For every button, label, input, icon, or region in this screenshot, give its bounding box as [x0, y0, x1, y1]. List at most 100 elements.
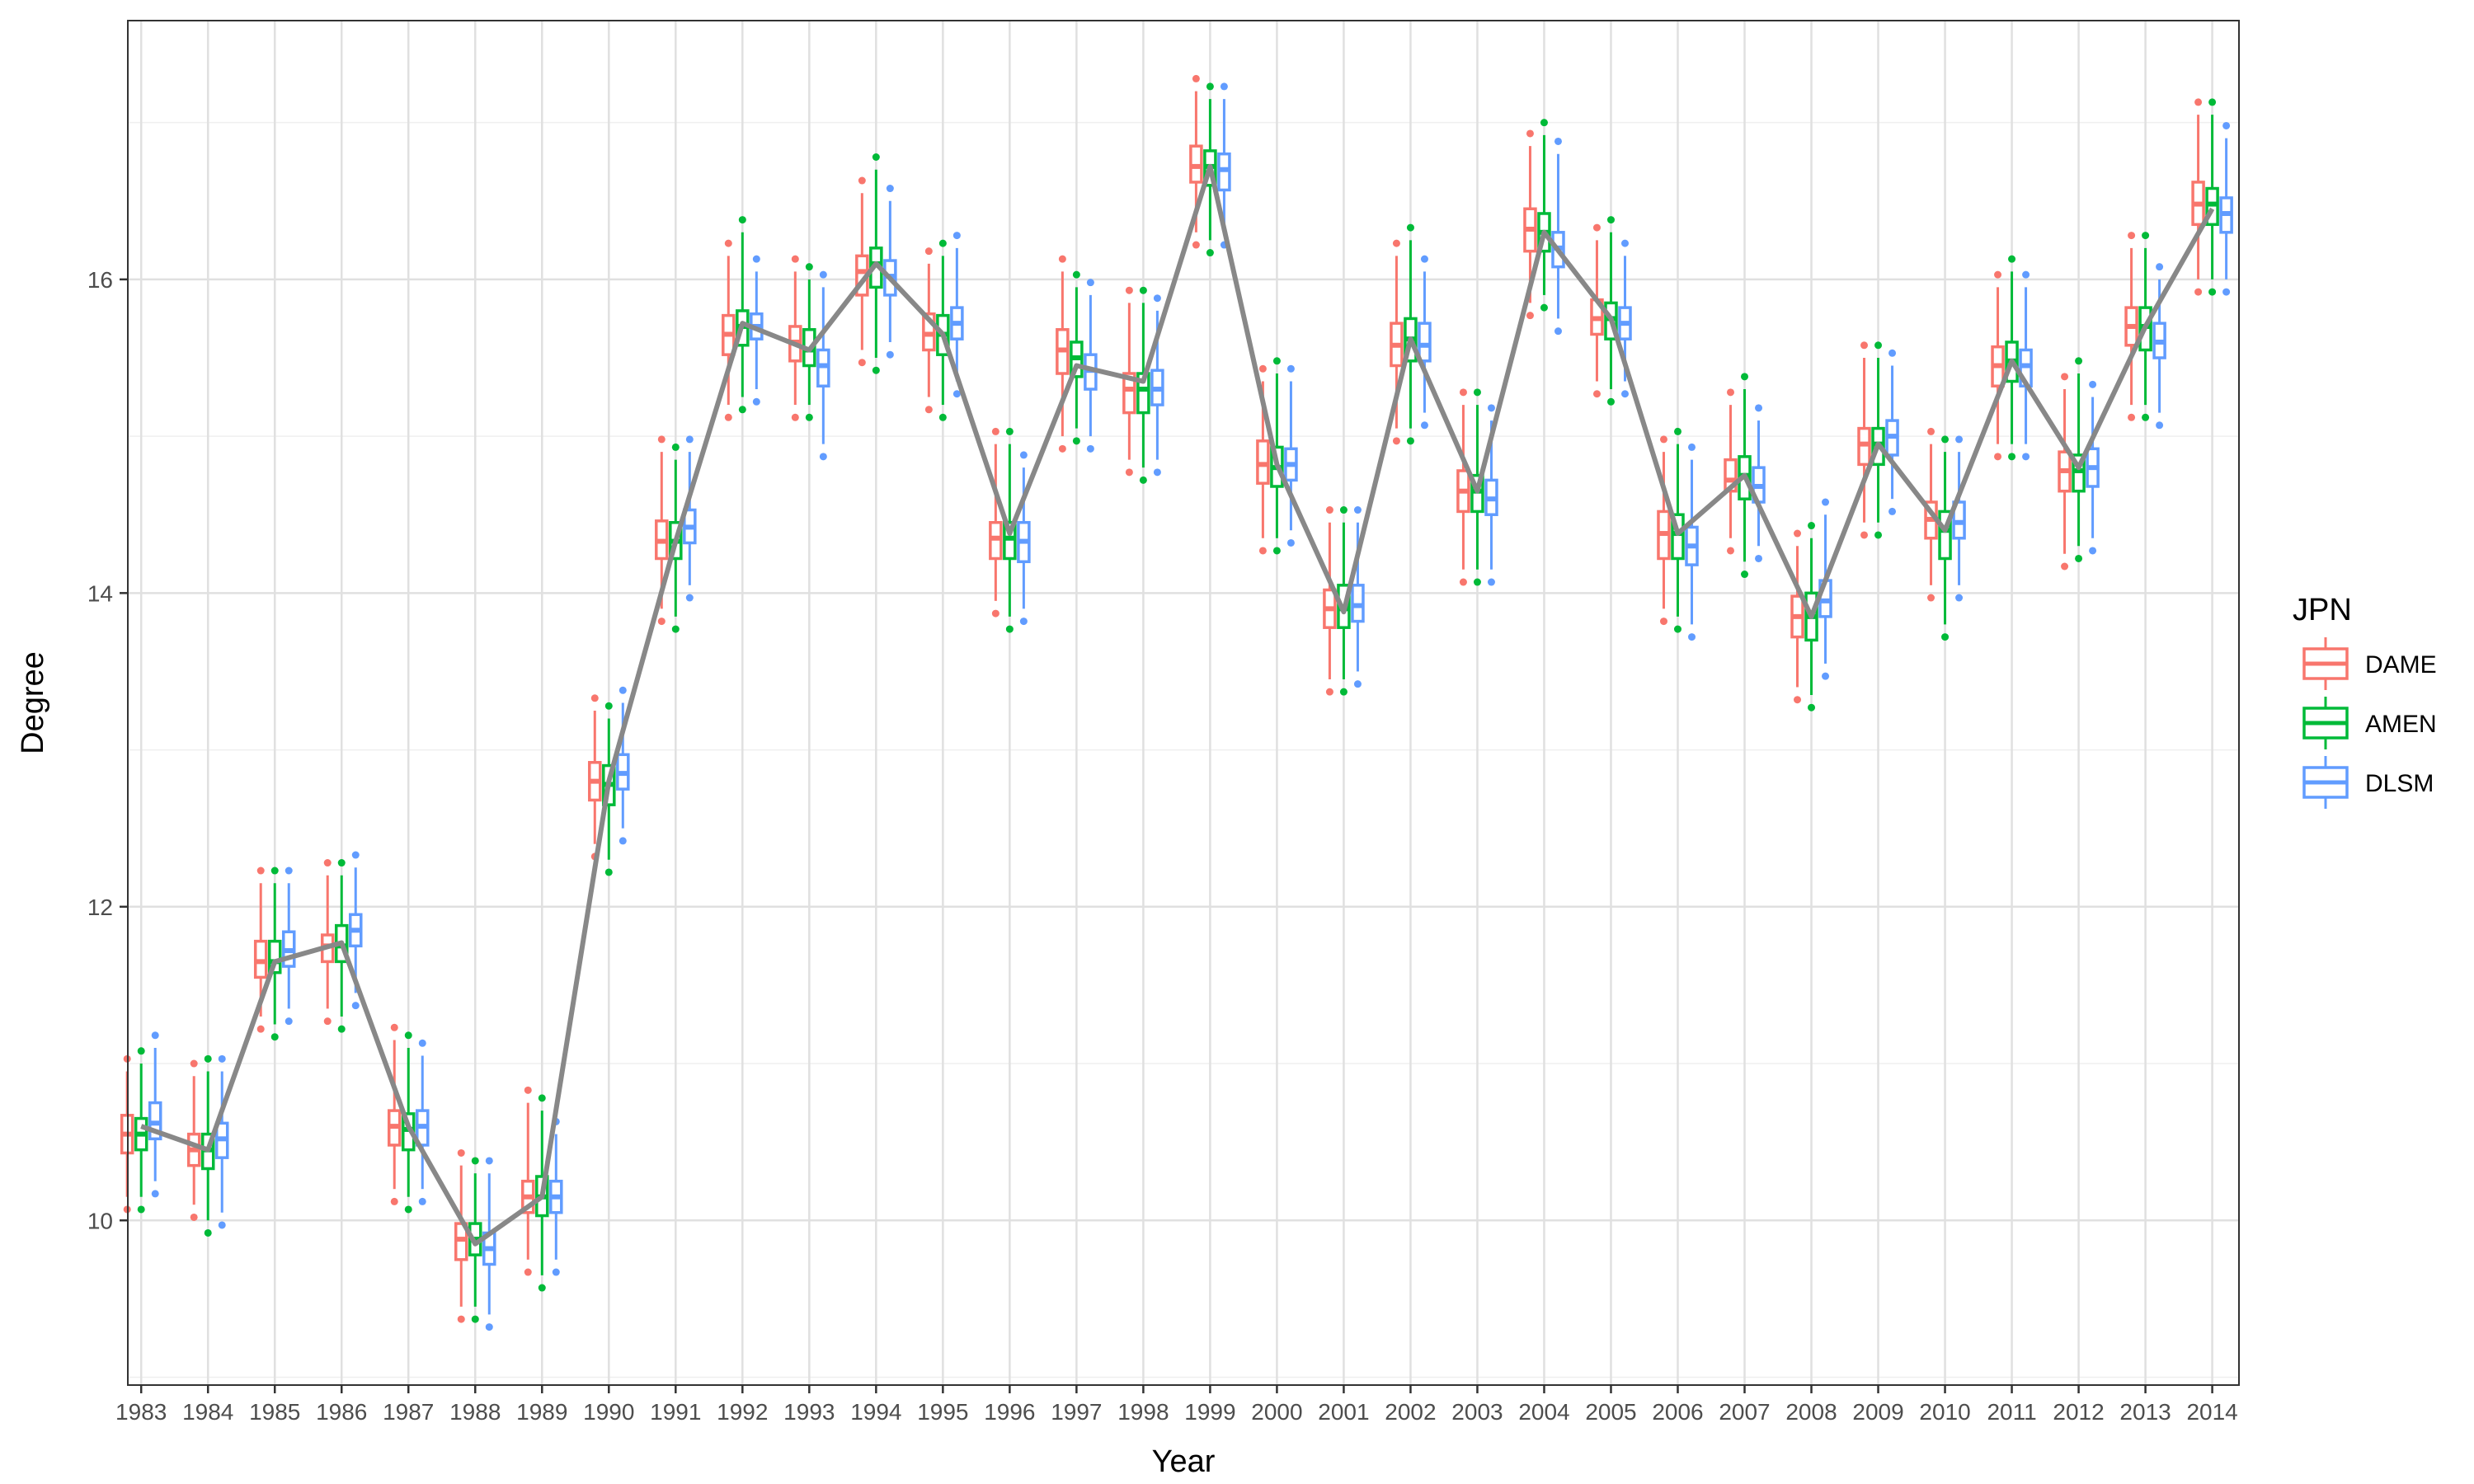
outlier-point: [938, 239, 947, 247]
box-body: [1122, 372, 1136, 415]
outlier-point: [2156, 421, 2164, 430]
outlier-point: [791, 255, 799, 263]
outlier-point: [337, 1025, 346, 1033]
outlier-point: [1139, 476, 1147, 484]
outlier-point: [1125, 286, 1133, 294]
outlier-point: [1072, 270, 1080, 279]
outlier-point: [1286, 538, 1295, 547]
outlier-point: [952, 232, 961, 240]
outlier-point: [1808, 522, 1816, 530]
outlier-point: [485, 1157, 493, 1165]
outlier-point: [1220, 82, 1228, 91]
outlier-point: [1554, 327, 1562, 336]
x-tick-label: 2001: [1318, 1399, 1369, 1425]
outlier-point: [2208, 98, 2217, 106]
outlier-point: [2061, 373, 2069, 381]
outlier-point: [1673, 427, 1681, 435]
outlier-point: [805, 263, 813, 271]
outlier-point: [1927, 594, 1935, 602]
x-tick-label: 1983: [115, 1399, 167, 1425]
x-axis: 1983 1984 1985 1986 1987 1988 1989 1990 1991 1992…: [115, 1385, 2238, 1425]
outlier-point: [1005, 427, 1014, 435]
outlier-point: [1726, 547, 1734, 555]
outlier-point: [1272, 357, 1281, 365]
outlier-point: [657, 618, 666, 626]
outlier-point: [1955, 435, 1964, 444]
outlier-point: [1086, 279, 1094, 287]
x-tick-label: 2000: [1251, 1399, 1302, 1425]
outlier-point: [671, 443, 680, 451]
x-tick-label: 1985: [249, 1399, 300, 1425]
outlier-point: [924, 406, 933, 414]
outlier-point: [457, 1315, 465, 1323]
outlier-point: [886, 350, 894, 359]
outlier-point: [1339, 688, 1348, 696]
outlier-point: [1487, 578, 1495, 586]
outlier-point: [1874, 341, 1883, 350]
outlier-point: [2208, 288, 2217, 296]
box-dame: [1189, 74, 1203, 249]
box-amen: [2205, 98, 2219, 296]
outlier-point: [752, 397, 760, 406]
x-tick-label: 2006: [1652, 1399, 1703, 1425]
outlier-point: [1606, 397, 1615, 406]
outlier-point: [1822, 498, 1830, 506]
outlier-point: [538, 1094, 546, 1102]
outlier-point: [218, 1221, 226, 1229]
outlier-point: [2075, 554, 2083, 562]
box-body: [1418, 322, 1432, 363]
outlier-point: [1994, 453, 2002, 461]
outlier-point: [1620, 390, 1629, 398]
x-tick-label: 1997: [1051, 1399, 1102, 1425]
outlier-point: [685, 594, 694, 602]
outlier-point: [1072, 437, 1080, 445]
x-tick-label: 2014: [2186, 1399, 2237, 1425]
outlier-point: [1420, 255, 1428, 263]
outlier-point: [204, 1228, 212, 1237]
outlier-point: [590, 694, 599, 702]
outlier-point: [1459, 388, 1467, 397]
outlier-point: [1272, 547, 1281, 555]
box-dlsm: [1150, 294, 1164, 477]
x-tick-label: 2011: [1987, 1399, 2036, 1425]
box-dlsm: [1618, 239, 1632, 398]
outlier-point: [1874, 531, 1883, 539]
outlier-point: [1941, 435, 1950, 444]
outlier-point: [256, 866, 265, 875]
outlier-point: [2194, 288, 2203, 296]
outlier-point: [524, 1086, 532, 1094]
x-tick-label: 2009: [1852, 1399, 1903, 1425]
x-tick-label: 1986: [316, 1399, 367, 1425]
outlier-point: [1592, 390, 1601, 398]
outlier-point: [1860, 341, 1869, 350]
x-tick-label: 1998: [1117, 1399, 1169, 1425]
outlier-point: [1192, 74, 1200, 82]
outlier-point: [724, 239, 732, 247]
box-dame: [387, 1023, 402, 1205]
outlier-point: [2142, 232, 2150, 240]
x-axis-title: Year: [1152, 1444, 1216, 1479]
outlier-point: [1592, 223, 1601, 232]
outlier-point: [872, 153, 880, 161]
box-dlsm: [549, 1117, 563, 1276]
outlier-point: [1139, 286, 1147, 294]
outlier-point: [1659, 435, 1667, 444]
outlier-point: [2089, 547, 2097, 555]
outlier-point: [1955, 594, 1964, 602]
outlier-point: [1860, 531, 1869, 539]
outlier-point: [1058, 255, 1066, 263]
box-dame: [1790, 529, 1804, 704]
y-axis-title: Degree: [16, 651, 50, 754]
box-dame: [2191, 98, 2205, 296]
outlier-point: [2022, 270, 2030, 279]
outlier-point: [1794, 529, 1802, 538]
outlier-point: [1325, 506, 1333, 514]
outlier-point: [2008, 453, 2016, 461]
outlier-point: [1339, 506, 1348, 514]
box-dlsm: [816, 270, 830, 461]
outlier-point: [2222, 288, 2231, 296]
box-dame: [1256, 364, 1270, 555]
outlier-point: [1392, 437, 1400, 445]
x-tick-label: 1988: [449, 1399, 501, 1425]
outlier-point: [151, 1190, 159, 1198]
